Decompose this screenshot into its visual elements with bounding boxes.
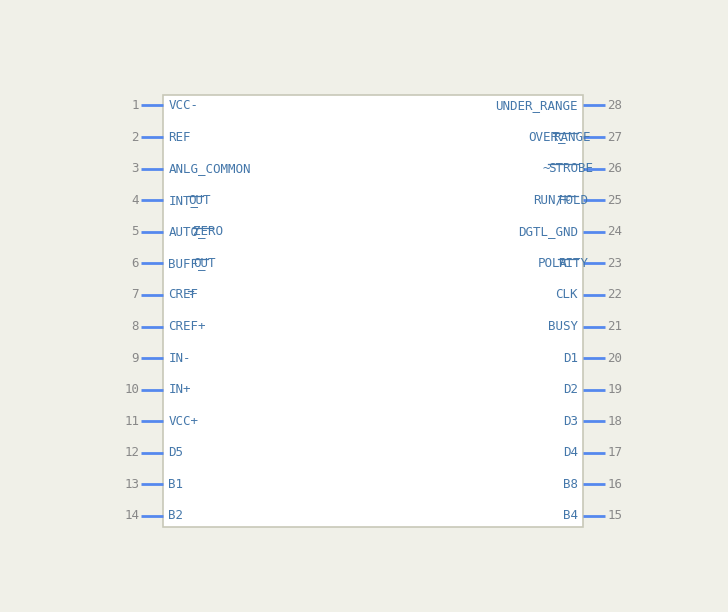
Text: 13: 13 xyxy=(124,478,139,491)
Text: 28: 28 xyxy=(607,99,622,112)
Text: 22: 22 xyxy=(607,288,622,302)
Text: STROBE: STROBE xyxy=(548,162,593,175)
Text: 5: 5 xyxy=(132,225,139,238)
Text: 24: 24 xyxy=(607,225,622,238)
Text: 23: 23 xyxy=(607,257,622,270)
Text: RANGE: RANGE xyxy=(553,130,590,143)
Text: BUFF_: BUFF_ xyxy=(168,257,206,270)
Text: IN-: IN- xyxy=(168,351,191,365)
Text: BUSY: BUSY xyxy=(548,320,578,333)
Text: 7: 7 xyxy=(132,288,139,302)
Text: 12: 12 xyxy=(124,446,139,460)
Text: VCC+: VCC+ xyxy=(168,415,198,428)
Text: D1: D1 xyxy=(563,351,578,365)
Text: 2: 2 xyxy=(132,130,139,143)
Text: 21: 21 xyxy=(607,320,622,333)
Text: 17: 17 xyxy=(607,446,622,460)
Text: 9: 9 xyxy=(132,351,139,365)
Text: POLA: POLA xyxy=(538,257,568,270)
Text: VCC-: VCC- xyxy=(168,99,198,112)
Text: ZERO: ZERO xyxy=(194,225,223,238)
Text: CLK: CLK xyxy=(555,288,578,302)
Text: UNDER_RANGE: UNDER_RANGE xyxy=(496,99,578,112)
Text: INT_: INT_ xyxy=(168,193,198,207)
Text: 19: 19 xyxy=(607,383,622,396)
Text: 20: 20 xyxy=(607,351,622,365)
Text: B4: B4 xyxy=(563,510,578,523)
Text: 6: 6 xyxy=(132,257,139,270)
Text: 10: 10 xyxy=(124,383,139,396)
Text: OVER_: OVER_ xyxy=(528,130,566,143)
Text: 3: 3 xyxy=(132,162,139,175)
Text: 16: 16 xyxy=(607,478,622,491)
Text: ~: ~ xyxy=(543,162,550,175)
Text: DGTL_GND: DGTL_GND xyxy=(518,225,578,238)
Text: RUN/~: RUN/~ xyxy=(533,193,570,207)
Text: REF: REF xyxy=(168,130,191,143)
Text: IN+: IN+ xyxy=(168,383,191,396)
Text: OUT: OUT xyxy=(194,257,215,270)
Text: 8: 8 xyxy=(132,320,139,333)
Text: OUT: OUT xyxy=(189,193,211,207)
Text: 18: 18 xyxy=(607,415,622,428)
Text: -: - xyxy=(189,288,196,302)
Text: 25: 25 xyxy=(607,193,622,207)
Text: D4: D4 xyxy=(563,446,578,460)
Text: B2: B2 xyxy=(168,510,183,523)
Text: AUTO_: AUTO_ xyxy=(168,225,206,238)
Text: D3: D3 xyxy=(563,415,578,428)
Text: CREF+: CREF+ xyxy=(168,320,206,333)
Text: B1: B1 xyxy=(168,478,183,491)
Text: 26: 26 xyxy=(607,162,622,175)
Text: D5: D5 xyxy=(168,446,183,460)
Text: 1: 1 xyxy=(132,99,139,112)
Text: B8: B8 xyxy=(563,478,578,491)
Text: 14: 14 xyxy=(124,510,139,523)
Text: ANLG_COMMON: ANLG_COMMON xyxy=(168,162,250,175)
Text: 11: 11 xyxy=(124,415,139,428)
Text: D2: D2 xyxy=(563,383,578,396)
Text: RITY: RITY xyxy=(558,257,588,270)
Text: 15: 15 xyxy=(607,510,622,523)
Text: 27: 27 xyxy=(607,130,622,143)
Text: 4: 4 xyxy=(132,193,139,207)
Text: CREF: CREF xyxy=(168,288,198,302)
Bar xyxy=(163,95,583,527)
Text: HOLD: HOLD xyxy=(558,193,588,207)
